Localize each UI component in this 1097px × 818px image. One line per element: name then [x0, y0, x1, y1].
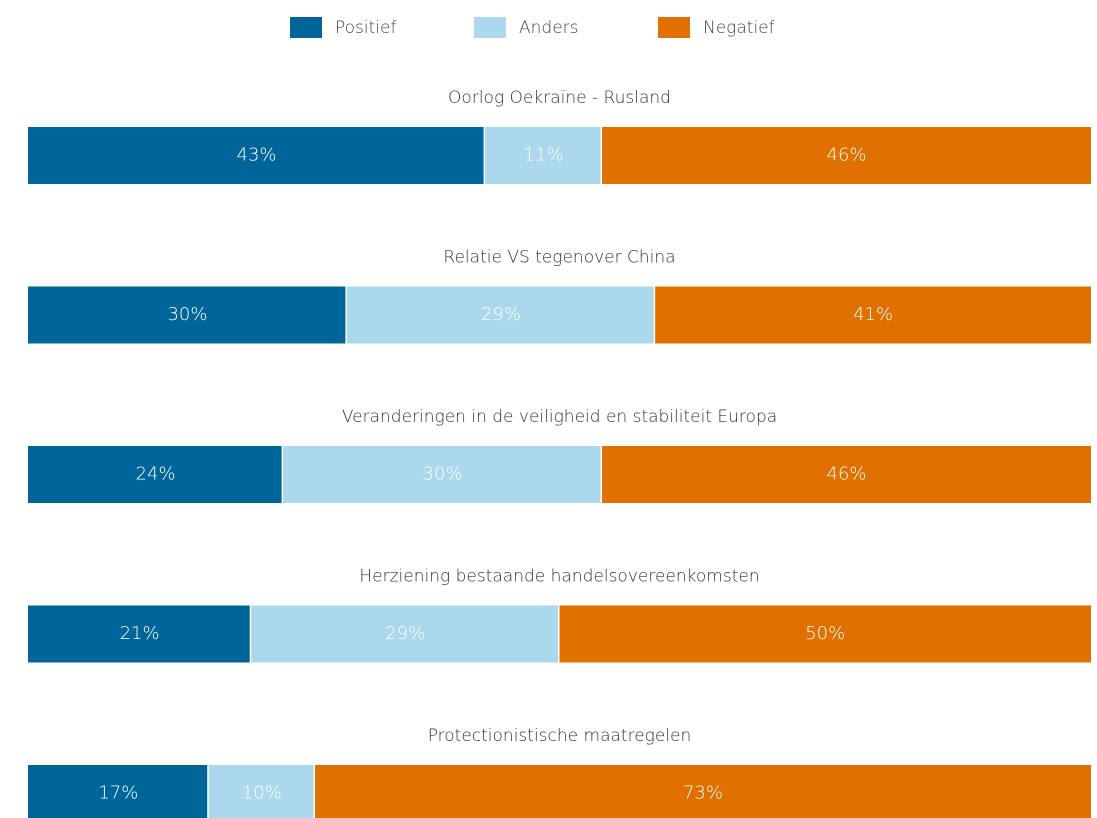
legend-label: Positief [335, 18, 396, 38]
bar-segment [28, 127, 484, 184]
legend-swatch [658, 17, 690, 38]
bar-segment [28, 286, 346, 344]
value-label: 43% [237, 145, 277, 166]
legend-label: Negatief [703, 18, 775, 38]
bar-segment [346, 286, 654, 344]
value-label: 11% [524, 145, 564, 166]
bar-segment [28, 765, 208, 818]
bar-segment [655, 286, 1091, 344]
value-label: 30% [167, 304, 207, 325]
value-label: 29% [385, 623, 425, 644]
value-label: 24% [136, 464, 176, 485]
value-label: 21% [120, 623, 160, 644]
bar-segment [602, 127, 1091, 184]
category-title: Oorlog Oekraïne - Rusland [448, 88, 671, 108]
category-title: Relatie VS tegenover China [443, 248, 675, 268]
value-label: 73% [683, 783, 723, 804]
category-title: Protectionistische maatregelen [428, 726, 692, 746]
bar-segment [28, 446, 282, 503]
value-label: 46% [827, 464, 867, 485]
bar-segment [485, 127, 601, 184]
category-title: Veranderingen in de veiligheid en stabil… [342, 407, 777, 427]
bar-segment [28, 605, 250, 663]
value-label: 50% [805, 623, 845, 644]
category-title: Herziening bestaande handelsovereenkomst… [359, 567, 759, 587]
bar-segment [251, 605, 559, 663]
legend-swatch [290, 17, 322, 38]
value-label: 41% [853, 304, 893, 325]
bar-segment [602, 446, 1091, 503]
bar-segment [559, 605, 1091, 663]
value-label: 29% [481, 304, 521, 325]
bar-segment [208, 765, 314, 818]
bar-segment [315, 765, 1091, 818]
legend-label: Anders [519, 18, 579, 38]
value-label: 10% [242, 783, 282, 804]
legend-swatch [474, 17, 506, 38]
value-label: 46% [827, 145, 867, 166]
value-label: 30% [423, 464, 463, 485]
value-label: 17% [98, 783, 138, 804]
bar-segment [283, 446, 601, 503]
